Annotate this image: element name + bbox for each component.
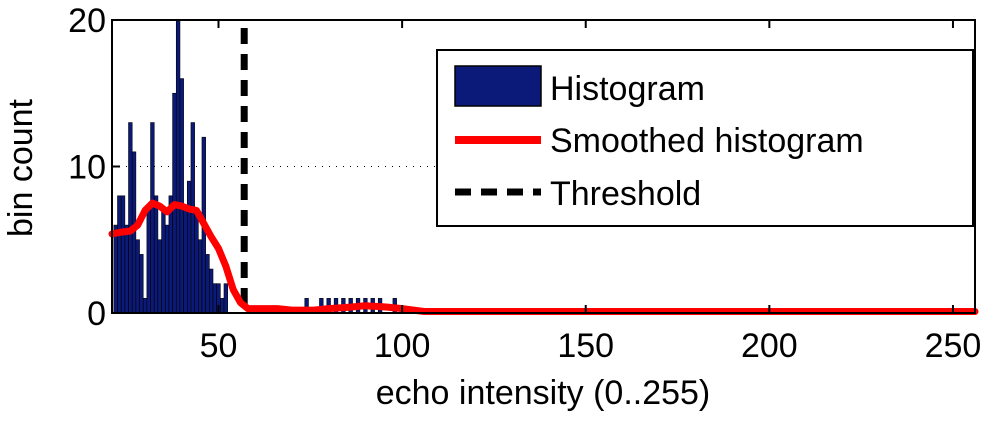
histogram-bar: [117, 195, 122, 314]
histogram-bar: [153, 195, 159, 314]
histogram-bar: [157, 239, 162, 314]
histogram-bar: [212, 283, 217, 314]
x-tick-label: 200: [741, 327, 798, 365]
legend-swatch-histogram: [454, 65, 542, 107]
x-ticks: 50 100 150 200 250: [200, 20, 982, 365]
x-tick-label: 50: [200, 327, 238, 365]
legend: Histogram Smoothed histogram Threshold: [436, 49, 974, 227]
y-tick-label: 10: [68, 149, 106, 187]
legend-label-threshold: Threshold: [550, 175, 701, 213]
histogram-bar: [124, 224, 129, 314]
histogram-bar: [146, 210, 151, 314]
histogram-bar: [220, 298, 225, 314]
histogram-bar: [139, 254, 144, 314]
histogram-bar: [205, 254, 210, 314]
histogram-bar: [164, 224, 170, 314]
histogram-bar: [175, 19, 181, 314]
y-tick-label: 0: [87, 295, 106, 333]
histogram-bar: [190, 122, 195, 314]
histogram-bar: [198, 239, 203, 314]
histogram-bar: [209, 268, 214, 314]
histogram-bar: [128, 122, 133, 314]
histogram-bar: [186, 180, 192, 314]
smoothed-line-group: [108, 199, 979, 315]
y-tick-label: 20: [68, 2, 106, 40]
histogram-bar: [142, 298, 148, 314]
histogram-bar: [150, 122, 155, 314]
x-axis-label: echo intensity (0..255): [376, 374, 711, 412]
histogram-bars: [113, 19, 397, 314]
histogram-bar: [179, 78, 184, 314]
histogram-bar: [120, 195, 126, 314]
legend-label-smoothed: Smoothed histogram: [550, 122, 864, 160]
histogram-bar: [194, 210, 199, 314]
x-tick-label: 150: [557, 327, 614, 365]
x-tick-label: 250: [925, 327, 982, 365]
histogram-bar: [161, 210, 166, 314]
y-axis-label: bin count: [2, 98, 40, 237]
legend-label-histogram: Histogram: [550, 70, 705, 108]
x-tick-label: 100: [374, 327, 431, 365]
histogram-bar: [135, 239, 140, 314]
histogram-bar: [223, 283, 228, 314]
histogram-bar: [183, 210, 188, 314]
histogram-bar: [113, 224, 118, 314]
smoothed-histogram-line: [108, 199, 979, 315]
